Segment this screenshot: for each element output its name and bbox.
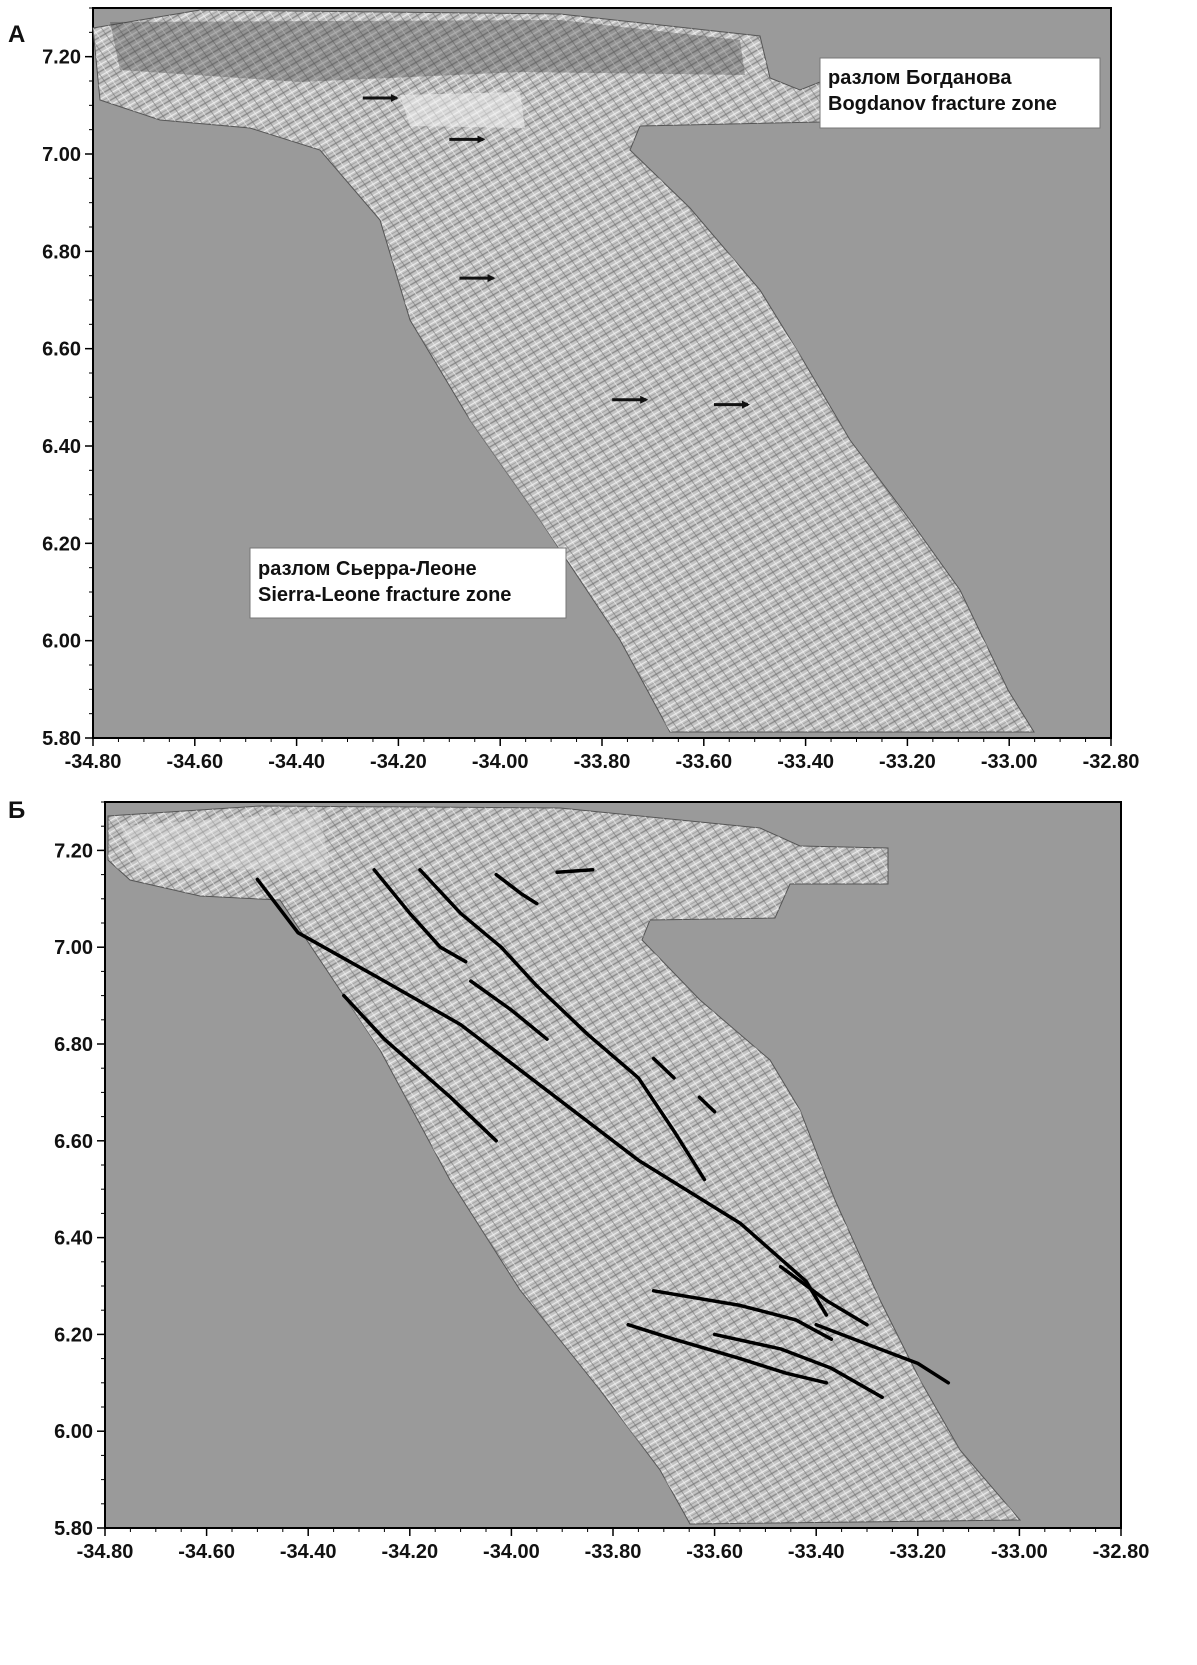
- panel-b-y-axis: 7.20 7.00 6.80 6.60 6.40 6.20 6.00 5.80: [54, 801, 105, 1540]
- x-tick-label: -34.80: [77, 1541, 134, 1563]
- x-tick-label: -32.80: [1093, 1541, 1150, 1563]
- x-tick-label: -34.20: [370, 751, 427, 773]
- x-tick-label: -33.20: [889, 1541, 946, 1563]
- y-tick-label: 6.00: [54, 1421, 93, 1443]
- panel-b-x-axis: -34.80 -34.60 -34.40 -34.20 -34.00 -33.80 -33.…: [77, 1528, 1150, 1563]
- x-tick-label: -34.40: [268, 751, 325, 773]
- y-tick-label: 7.20: [54, 840, 93, 862]
- panel-b-label: Б: [8, 797, 25, 824]
- y-tick-label: 5.80: [42, 728, 81, 750]
- x-tick-label: -33.80: [585, 1541, 642, 1563]
- panel-a-arrows: [362, 94, 750, 409]
- x-tick-label: -34.60: [178, 1541, 235, 1563]
- x-tick-label: -33.20: [879, 751, 936, 773]
- x-tick-label: -33.00: [981, 751, 1038, 773]
- fault-line: [372, 868, 468, 964]
- fault-line: [626, 1322, 829, 1385]
- x-tick-label: -33.60: [686, 1541, 743, 1563]
- fault-line: [255, 877, 829, 1317]
- x-tick-label: -33.40: [788, 1541, 845, 1563]
- x-tick-label: -33.00: [991, 1541, 1048, 1563]
- sierra-leone-callout-en: Sierra-Leone fracture zone: [258, 584, 511, 606]
- y-tick-label: 6.60: [54, 1131, 93, 1153]
- x-tick-label: -32.80: [1083, 751, 1140, 773]
- fault-line: [555, 868, 595, 874]
- x-tick-label: -34.60: [166, 751, 223, 773]
- x-tick-label: -34.20: [381, 1541, 438, 1563]
- fault-line: [651, 1289, 834, 1341]
- bogdanov-callout-ru: разлом Богданова: [828, 67, 1012, 89]
- fault-line: [651, 1056, 676, 1080]
- panel-b-survey-area: [107, 805, 1022, 1525]
- x-tick-label: -34.00: [483, 1541, 540, 1563]
- x-tick-label: -33.40: [777, 751, 834, 773]
- x-tick-label: -33.80: [574, 751, 631, 773]
- x-tick-label: -33.60: [675, 751, 732, 773]
- fault-line: [814, 1322, 951, 1385]
- fault-line: [469, 979, 549, 1041]
- panel-a-x-axis: -34.80 -34.60 -34.40 -34.20 -34.00 -33.80 -33.…: [65, 738, 1140, 773]
- panel-a-map: разлом Богданова Bogdanov fracture zone …: [42, 7, 1140, 773]
- y-tick-label: 6.40: [54, 1228, 93, 1250]
- sierra-leone-callout-ru: разлом Сьерра-Леоне: [258, 558, 477, 580]
- fault-line: [418, 868, 707, 1182]
- y-tick-label: 6.80: [54, 1034, 93, 1056]
- fault-line: [342, 993, 498, 1143]
- x-tick-label: -34.80: [65, 751, 122, 773]
- y-tick-label: 6.20: [54, 1324, 93, 1346]
- bogdanov-callout: разлом Богданова Bogdanov fracture zone: [819, 57, 1101, 129]
- y-tick-label: 6.80: [42, 241, 81, 263]
- y-tick-label: 6.00: [42, 631, 81, 653]
- fault-line: [697, 1095, 717, 1114]
- sierra-leone-callout: разлом Сьерра-Леоне Sierra-Leone fractur…: [249, 547, 567, 619]
- y-tick-label: 6.60: [42, 339, 81, 361]
- panel-a-survey-area: [92, 9, 1035, 733]
- y-tick-label: 7.00: [54, 937, 93, 959]
- y-tick-label: 7.20: [42, 47, 81, 69]
- fault-line: [494, 872, 539, 906]
- x-tick-label: -34.40: [280, 1541, 337, 1563]
- bogdanov-callout-en: Bogdanov fracture zone: [828, 93, 1057, 115]
- fault-line: [778, 1264, 869, 1327]
- panel-b-fault-lines: [255, 868, 951, 1400]
- x-tick-label: -34.00: [472, 751, 529, 773]
- panel-a-y-axis: 7.20 7.00 6.80 6.60 6.40 6.20 6.00 5.80: [42, 7, 93, 750]
- panel-a-label: А: [8, 21, 25, 48]
- fault-line: [712, 1332, 884, 1400]
- y-tick-label: 7.00: [42, 144, 81, 166]
- y-tick-label: 5.80: [54, 1518, 93, 1540]
- y-tick-label: 6.20: [42, 533, 81, 555]
- y-tick-label: 6.40: [42, 436, 81, 458]
- panel-b-map: -34.80 -34.60 -34.40 -34.20 -34.00 -33.80 -33.…: [54, 801, 1150, 1563]
